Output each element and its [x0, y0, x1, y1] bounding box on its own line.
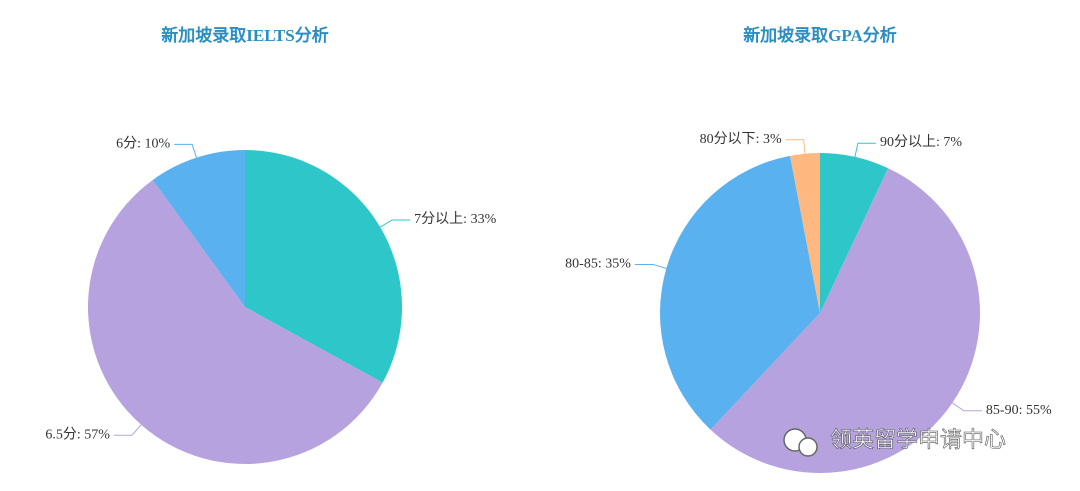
leader-line [113, 424, 142, 436]
category-label: 6.5分 [45, 426, 77, 442]
chart-title: 新加坡录取IELTS分析 [161, 25, 329, 45]
leader-line [379, 219, 411, 228]
category-label: 90分以上 [880, 134, 936, 150]
value-label: 35% [605, 257, 631, 272]
watermark: 领英留学申请中心 [830, 428, 1006, 453]
pie-slice [710, 168, 981, 474]
separator: : [598, 257, 605, 272]
leader-line [854, 142, 876, 157]
watermark-group: 领英留学申请中心 [783, 428, 1006, 457]
category-label: 7分以上 [414, 211, 463, 227]
leader-line [952, 402, 982, 412]
separator: : [936, 135, 943, 150]
leader-line [634, 263, 667, 269]
value-label: 3% [763, 132, 782, 147]
leader-line [174, 143, 197, 158]
data-label: 85-90: 55% [986, 403, 1052, 418]
value-label: 10% [144, 137, 170, 152]
separator: : [1019, 403, 1026, 418]
pie-slice [245, 150, 402, 383]
data-label: 6.5分: 57% [45, 426, 110, 442]
data-label: 6分: 10% [116, 136, 170, 152]
pie-slice [820, 153, 889, 313]
leader-line [785, 139, 806, 154]
data-label: 80-85: 35% [565, 257, 631, 272]
category-label: 80分以下 [700, 131, 756, 147]
data-label: 90分以上: 7% [880, 134, 962, 150]
separator: : [137, 137, 144, 152]
category-label: 80-85 [565, 257, 598, 272]
separator: : [756, 132, 763, 147]
category-label: 6分 [116, 136, 137, 152]
separator: : [463, 212, 470, 227]
category-label: 85-90 [986, 403, 1019, 418]
data-label: 7分以上: 33% [414, 211, 496, 227]
watermark-icon [798, 437, 818, 457]
data-label: 80分以下: 3% [700, 131, 782, 147]
value-label: 7% [943, 135, 962, 150]
pie-slice [790, 153, 820, 313]
pie-chart: 新加坡录取IELTS分析 7分以上: 33% 6.5分: 57% 6分: 10% [45, 25, 497, 465]
value-label: 55% [1026, 403, 1052, 418]
pie-slice [660, 155, 820, 430]
chart-title: 新加坡录取GPA分析 [743, 25, 897, 45]
separator: : [77, 427, 84, 442]
value-label: 57% [84, 427, 110, 442]
value-label: 33% [471, 212, 497, 227]
pie-slice [152, 150, 245, 307]
pie-slice [88, 179, 383, 465]
